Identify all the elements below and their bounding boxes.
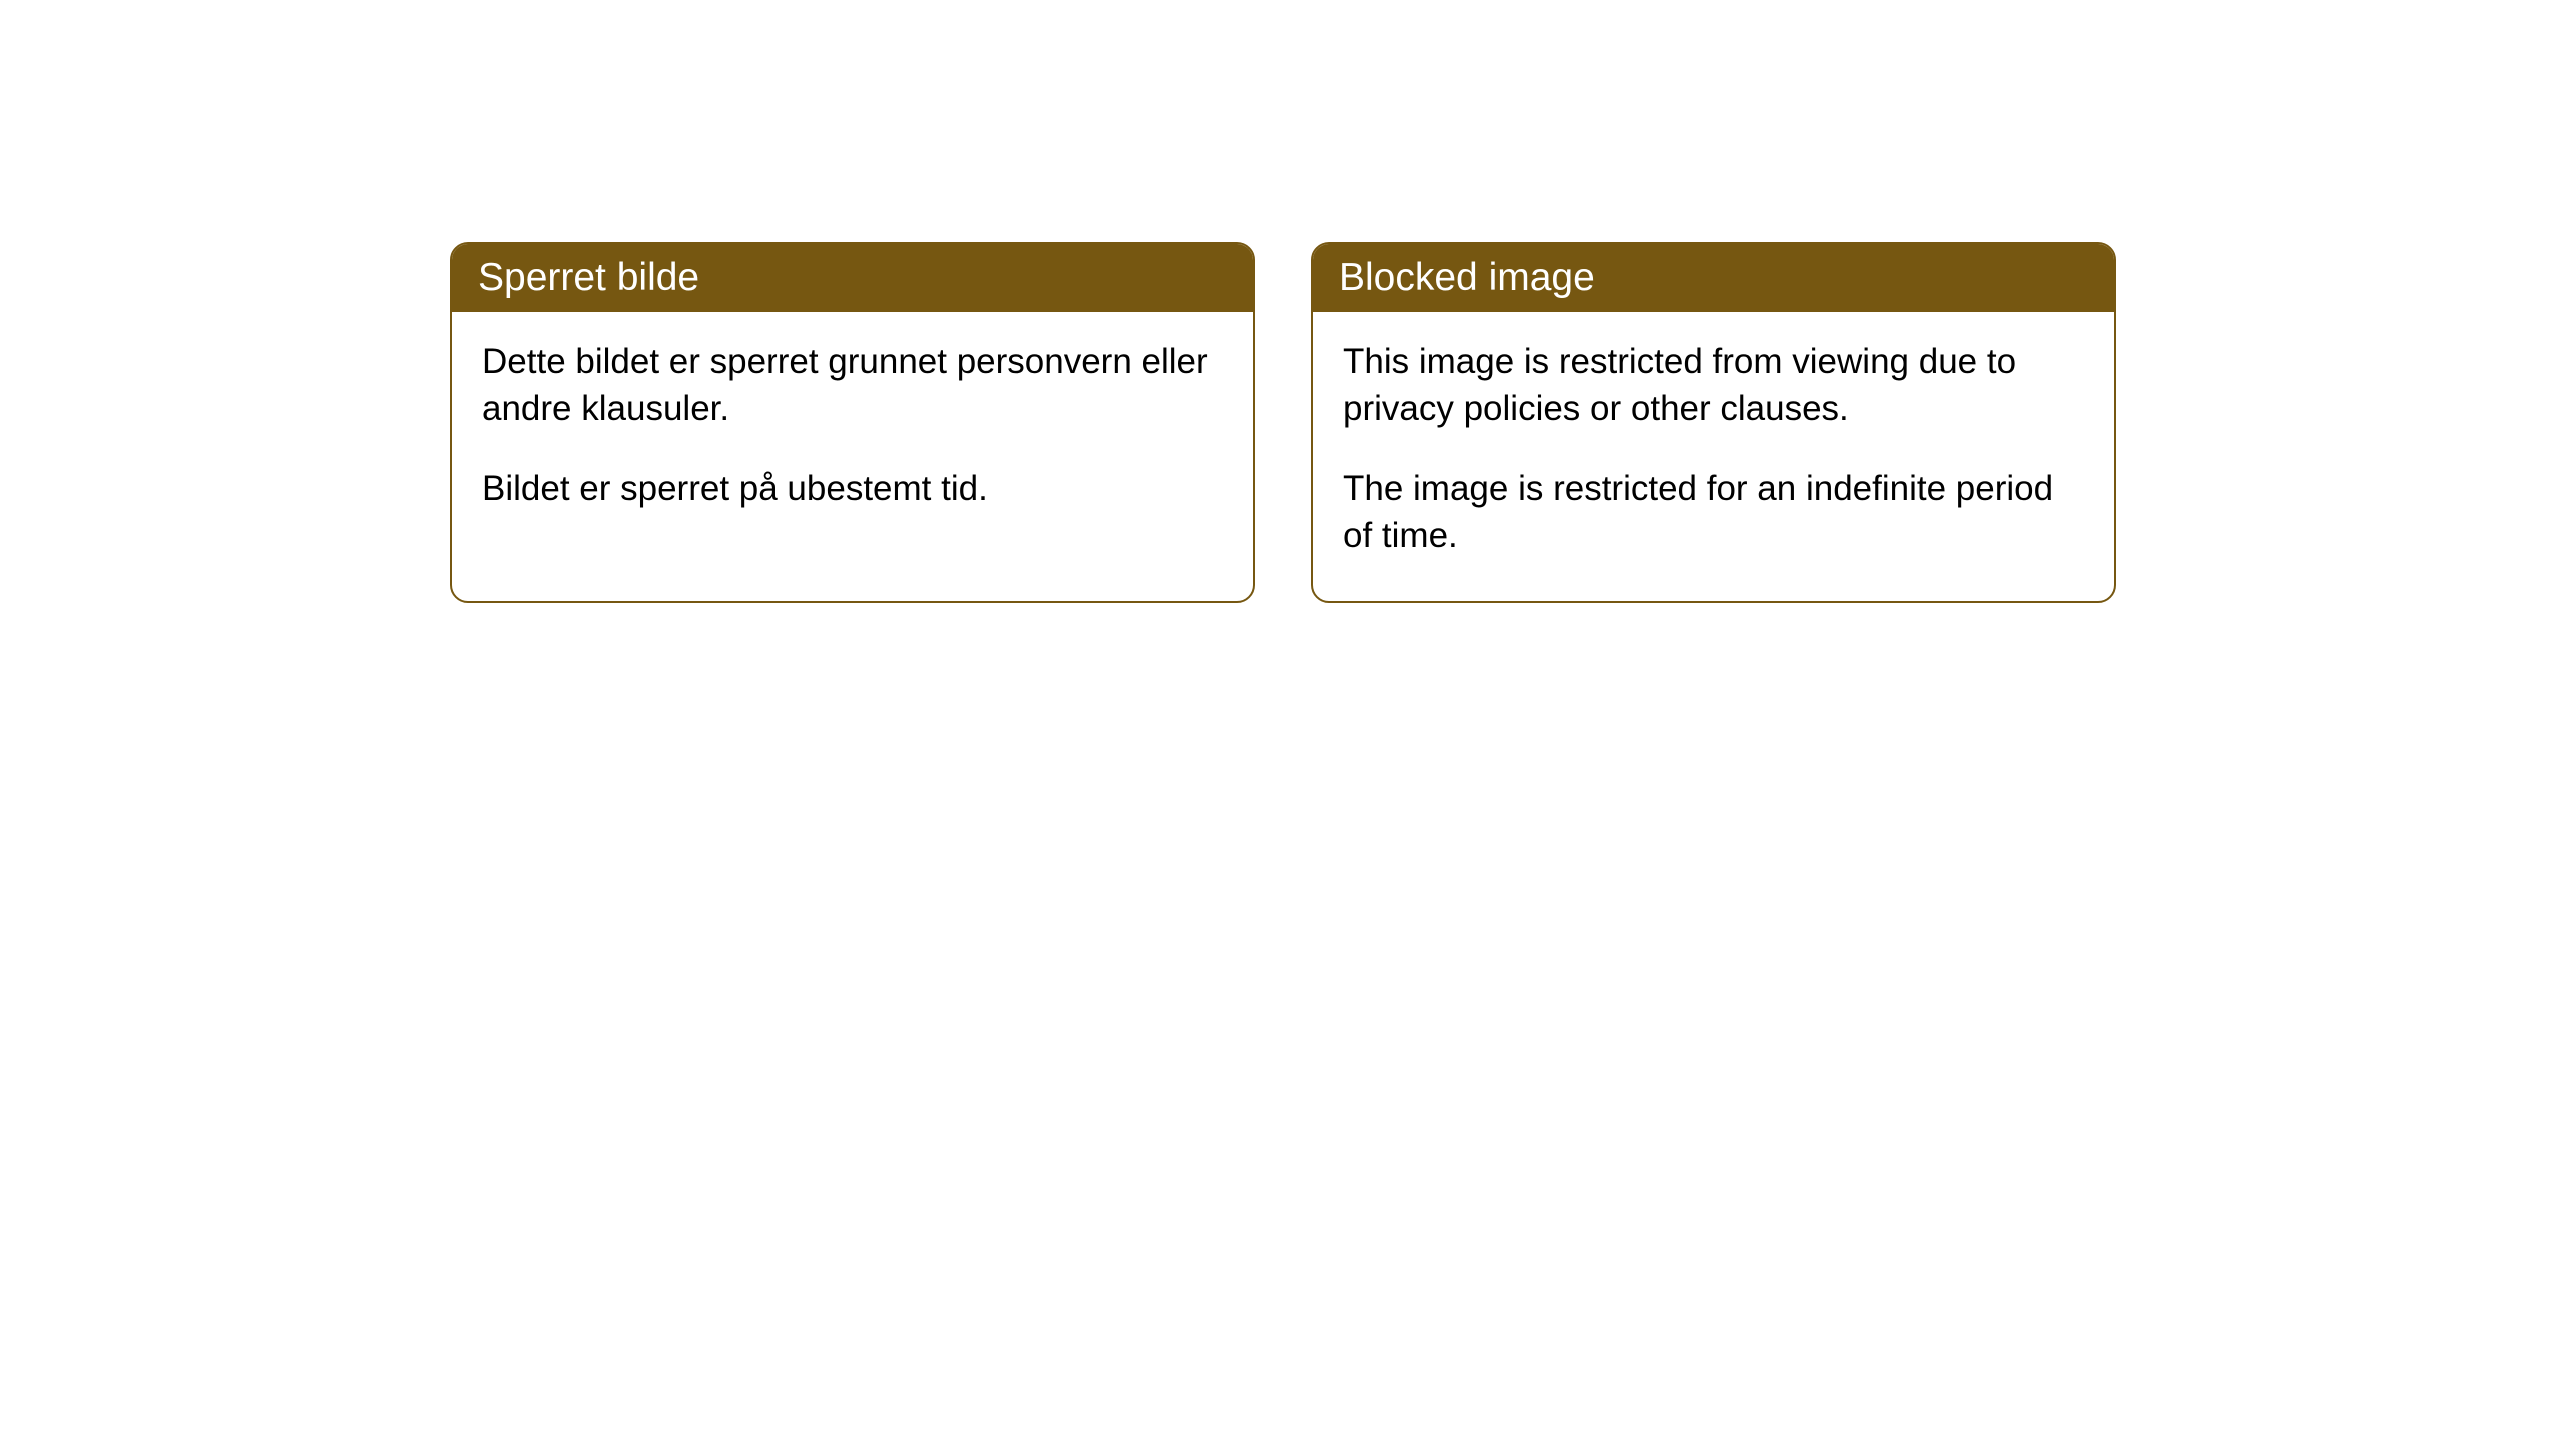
cards-container: Sperret bilde Dette bildet er sperret gr… xyxy=(0,0,2560,603)
card-paragraph-2: Bildet er sperret på ubestemt tid. xyxy=(482,465,1223,512)
card-body-english: This image is restricted from viewing du… xyxy=(1313,312,2114,601)
card-body-norwegian: Dette bildet er sperret grunnet personve… xyxy=(452,312,1253,554)
card-english: Blocked image This image is restricted f… xyxy=(1311,242,2116,603)
card-paragraph-1: This image is restricted from viewing du… xyxy=(1343,338,2084,433)
card-paragraph-1: Dette bildet er sperret grunnet personve… xyxy=(482,338,1223,433)
card-norwegian: Sperret bilde Dette bildet er sperret gr… xyxy=(450,242,1255,603)
card-paragraph-2: The image is restricted for an indefinit… xyxy=(1343,465,2084,560)
card-header-norwegian: Sperret bilde xyxy=(452,244,1253,312)
card-header-english: Blocked image xyxy=(1313,244,2114,312)
